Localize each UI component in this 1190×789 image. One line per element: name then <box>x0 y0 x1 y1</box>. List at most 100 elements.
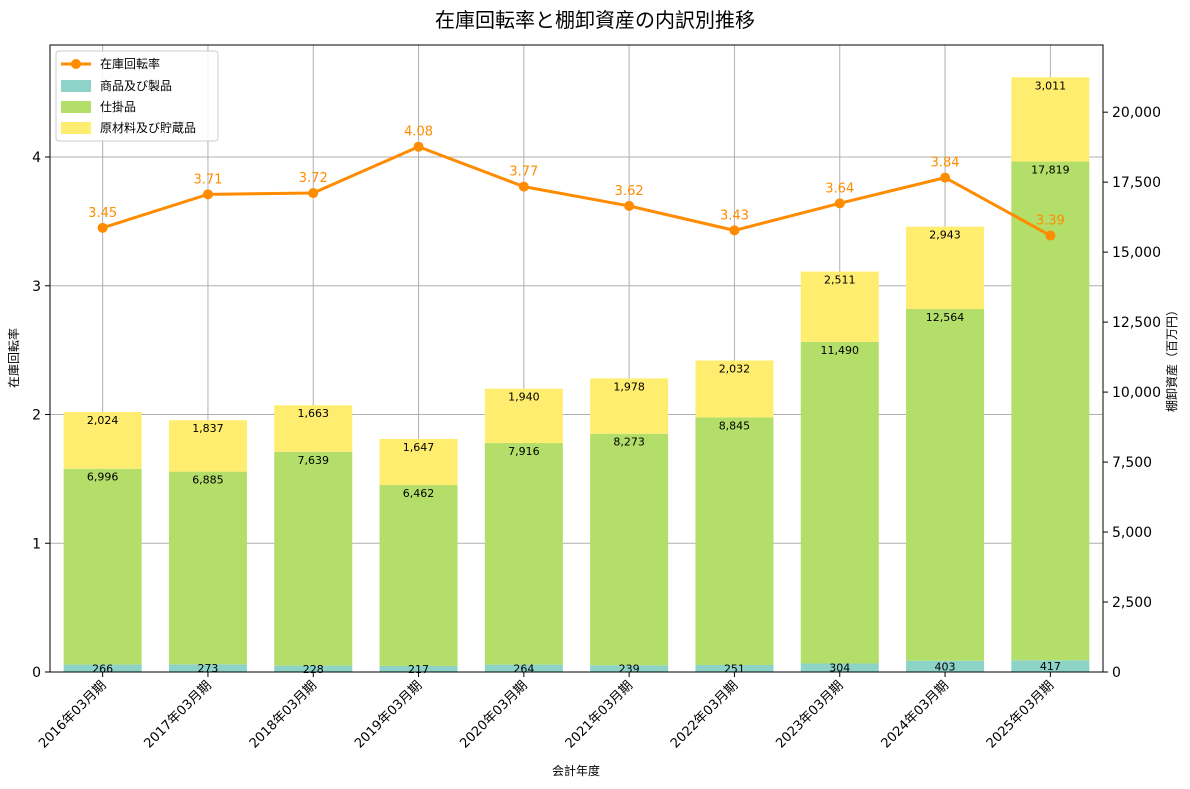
turnover-point <box>97 222 108 233</box>
x-tick-label: 2024年03月期 <box>879 678 952 751</box>
bar-value-label: 1,978 <box>613 380 645 393</box>
turnover-line-path <box>102 145 1052 237</box>
turnover-value-label: 3.77 <box>509 165 538 180</box>
x-axis-label: 会計年度 <box>552 763 600 778</box>
bar-value-label: 3,011 <box>1035 79 1067 92</box>
legend-label: 仕掛品 <box>100 99 136 114</box>
turnover-value-label: 3.72 <box>299 171 328 186</box>
bar-segment <box>274 665 353 672</box>
bar-segment <box>1011 161 1090 661</box>
right-tick-label: 2,500 <box>1112 595 1152 611</box>
bar-segment <box>168 471 247 665</box>
bar-value-label: 12,564 <box>926 311 965 324</box>
x-tick-label: 2023年03月期 <box>773 678 846 751</box>
left-tick-label: 4 <box>32 150 41 166</box>
x-tick-label: 2020年03月期 <box>457 678 530 751</box>
bar-value-label: 6,885 <box>192 474 224 487</box>
bar-segment <box>379 665 458 672</box>
y-axis-left-label: 在庫回転率 <box>6 328 21 388</box>
bar-value-label: 2,032 <box>719 363 751 376</box>
turnover-point <box>729 225 740 236</box>
turnover-point <box>413 141 424 152</box>
left-tick-label: 3 <box>32 279 41 295</box>
right-tick-label: 0 <box>1112 665 1121 681</box>
bar-value-label: 1,837 <box>192 422 224 435</box>
bar-value-label: 403 <box>935 660 956 673</box>
bar-segment <box>379 485 458 666</box>
bar-segment <box>906 660 985 672</box>
bar-segment <box>590 378 669 434</box>
bar-segment <box>800 663 879 672</box>
bar-value-label: 217 <box>408 663 429 676</box>
bar-value-label: 6,462 <box>403 487 435 500</box>
turnover-value-label: 3.43 <box>720 208 749 223</box>
bar-segment <box>695 417 774 665</box>
bar-value-label: 11,490 <box>821 344 860 357</box>
bar-segment <box>168 664 247 672</box>
legend-box <box>55 50 219 142</box>
bar-segment <box>63 664 142 672</box>
turnover-value-label: 3.62 <box>615 184 644 199</box>
bar-segment <box>274 405 353 452</box>
bar-value-label: 8,273 <box>613 436 645 449</box>
left-tick-label: 2 <box>32 408 41 424</box>
bar-segment <box>695 360 774 418</box>
legend-bar-swatch <box>61 80 91 92</box>
x-tick-label: 2016年03月期 <box>36 678 109 751</box>
legend-label: 在庫回転率 <box>100 56 160 71</box>
legend-label: 商品及び製品 <box>100 78 172 93</box>
right-tick-label: 12,500 <box>1112 315 1161 331</box>
bar-value-label: 17,819 <box>1031 164 1070 177</box>
turnover-line: 3.45 3.71 3.72 4.08 3.77 3.62 3.43 3.64 3.84 3.39 <box>88 125 1065 241</box>
turnover-point <box>202 189 213 200</box>
bar-segment <box>1011 77 1090 162</box>
plot-frame <box>49 44 1104 673</box>
y-axis-right-label: 棚卸資産（百万円） <box>1164 304 1179 412</box>
bar-value-label: 8,845 <box>719 419 751 432</box>
right-tick-label: 7,500 <box>1112 455 1152 471</box>
x-tick-label: 2019年03月期 <box>352 678 425 751</box>
left-axis: 0 1 2 3 4 <box>32 150 50 681</box>
x-tick-label: 2025年03月期 <box>984 678 1057 751</box>
bar-value-label: 7,916 <box>508 445 540 458</box>
turnover-point <box>308 188 319 199</box>
right-tick-label: 5,000 <box>1112 525 1152 541</box>
bar-segment <box>63 468 142 665</box>
bar-value-label: 1,940 <box>508 391 540 404</box>
bar-value-label: 1,663 <box>298 407 330 420</box>
turnover-value-label: 3.39 <box>1036 214 1065 229</box>
left-tick-label: 0 <box>32 665 41 681</box>
x-tick-label: 2018年03月期 <box>247 678 320 751</box>
bar-segment <box>800 341 879 664</box>
bar-value-label: 417 <box>1040 660 1061 673</box>
bar-value-label: 2,511 <box>824 274 856 287</box>
turnover-value-label: 3.45 <box>88 206 117 221</box>
bar-segment <box>484 443 563 665</box>
legend-bar-swatch <box>61 122 91 134</box>
bars <box>63 77 1090 672</box>
bar-value-label: 304 <box>829 662 850 675</box>
bar-value-label: 2,943 <box>929 229 961 242</box>
turnover-value-label: 3.84 <box>931 156 960 171</box>
legend-line-marker <box>71 59 81 69</box>
turnover-point <box>834 198 845 209</box>
turnover-value-label: 3.71 <box>193 172 222 187</box>
bar-segment <box>168 420 247 472</box>
turnover-point <box>1045 230 1056 241</box>
turnover-point <box>518 181 529 192</box>
bar-segment <box>63 412 142 469</box>
x-tick-label: 2021年03月期 <box>563 678 636 751</box>
right-tick-label: 20,000 <box>1112 105 1161 121</box>
turnover-point <box>940 172 951 183</box>
legend-label: 原材料及び貯蔵品 <box>100 121 196 135</box>
bar-segment <box>590 665 669 672</box>
bar-segment <box>800 271 879 342</box>
bar-value-label: 6,996 <box>87 471 119 484</box>
bar-value-label: 1,647 <box>403 441 435 454</box>
bar-segment <box>1011 660 1090 672</box>
turnover-value-label: 4.08 <box>404 125 433 140</box>
bar-value-label: 2,024 <box>87 414 119 427</box>
